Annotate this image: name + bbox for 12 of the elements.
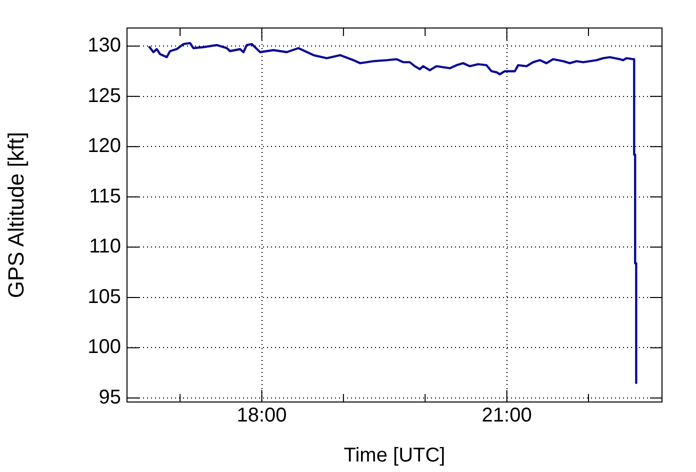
y-tick-label: 110 (89, 236, 121, 258)
y-tick-label: 120 (88, 135, 121, 158)
x-tick-label: 21:00 (482, 404, 532, 427)
y-tick-label: 105 (88, 286, 121, 308)
y-tick-label: 125 (88, 84, 121, 107)
y-tick-label: 115 (89, 185, 121, 208)
y-tick-label: 100 (88, 336, 121, 358)
y-tick-label: 130 (88, 34, 121, 57)
x-tick-label: 18:00 (236, 404, 287, 427)
x-axis-title: Time [UTC] (344, 444, 446, 467)
y-tick-label: 95 (98, 386, 121, 408)
y-axis-title: GPS Altitude [kft] (3, 132, 28, 298)
